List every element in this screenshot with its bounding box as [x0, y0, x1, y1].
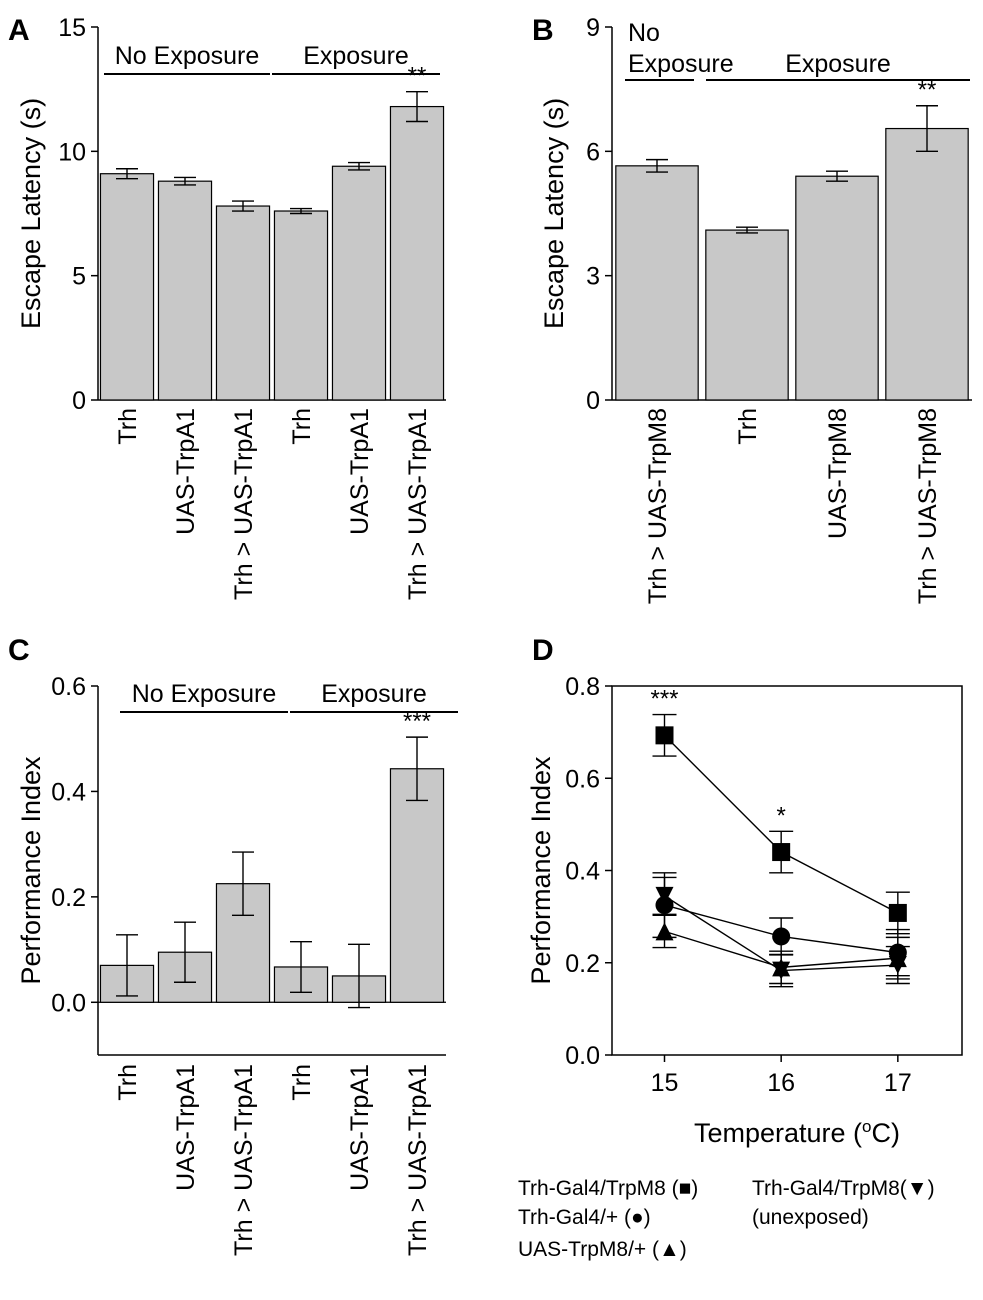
- significance-label: ***: [650, 686, 678, 713]
- legend-entry: UAS-TrpM8/+ (▲): [518, 1238, 687, 1261]
- category-label: UAS-TrpA1: [172, 1064, 200, 1191]
- panel-letter: D: [532, 634, 554, 667]
- bar: [331, 165, 387, 401]
- panel-letter: C: [8, 634, 30, 667]
- category-label: Trh: [734, 408, 762, 445]
- category-label: Trh > UAS-TrpA1: [404, 1064, 432, 1256]
- significance-label: **: [918, 77, 937, 104]
- x-axis-label: Temperature (oC): [694, 1117, 900, 1148]
- x-axis-label-superscript: o: [862, 1117, 871, 1136]
- y-tick-label: 0.8: [565, 673, 600, 701]
- bar: [705, 229, 789, 401]
- group-label: Exposure: [303, 42, 409, 70]
- y-tick-label: 10: [58, 138, 86, 166]
- y-tick-label: 0.0: [565, 1042, 600, 1070]
- y-tick-label: 0.6: [565, 765, 600, 793]
- legend-entry: Trh-Gal4/TrpM8(▼): [752, 1177, 935, 1200]
- x-tick-label: 17: [884, 1069, 912, 1097]
- y-axis-label: Performance Index: [526, 756, 556, 985]
- data-point-square: [655, 726, 674, 745]
- x-axis-label-part: C): [872, 1118, 901, 1148]
- bar: [389, 768, 445, 1003]
- category-label: UAS-TrpA1: [346, 408, 374, 535]
- category-label: Trh: [288, 1064, 316, 1101]
- x-axis-label-part: Temperature (: [694, 1118, 862, 1148]
- y-tick-label: 3: [586, 263, 600, 291]
- category-label: Trh > UAS-TrpA1: [230, 408, 258, 600]
- category-label: UAS-TrpA1: [346, 1064, 374, 1191]
- bar: [215, 883, 271, 1003]
- bar: [795, 175, 879, 401]
- category-label: Trh > UAS-TrpM8: [644, 408, 672, 604]
- y-tick-label: 15: [58, 14, 86, 42]
- group-label: Exposure: [321, 680, 427, 708]
- y-axis-label: Escape Latency (s): [539, 98, 569, 329]
- significance-label: **: [408, 63, 427, 90]
- y-tick-label: 0.4: [51, 778, 86, 806]
- y-tick-label: 6: [586, 138, 600, 166]
- x-tick-label: 15: [651, 1069, 679, 1097]
- category-label: Trh: [114, 1064, 142, 1101]
- x-tick-label: 16: [767, 1069, 795, 1097]
- data-point-square: [888, 903, 907, 922]
- category-label: Trh: [288, 408, 316, 445]
- group-label: Exposure: [785, 50, 891, 78]
- bar: [99, 173, 155, 401]
- bar: [885, 127, 969, 401]
- y-tick-label: 0: [72, 387, 86, 415]
- y-tick-label: 0: [586, 387, 600, 415]
- group-label: No Exposure: [115, 42, 260, 70]
- y-tick-label: 0.4: [565, 858, 600, 886]
- data-point-triangle-down: [772, 961, 791, 980]
- panel-d-line-chart: D 0.0 0.2 0.4 0.6 0.8 15 16 17 Performance Index T…: [518, 634, 963, 1261]
- y-tick-label: 0.6: [51, 673, 86, 701]
- category-label: Trh > UAS-TrpM8: [914, 408, 942, 604]
- y-tick-label: 0.2: [51, 884, 86, 912]
- y-tick-label: 5: [72, 263, 86, 291]
- data-point-triangle-down: [655, 886, 674, 905]
- panel-letter: A: [8, 14, 30, 47]
- data-point-circle: [772, 927, 791, 946]
- category-label: UAS-TrpA1: [172, 408, 200, 535]
- category-label: Trh > UAS-TrpA1: [404, 408, 432, 600]
- panel-letter: B: [532, 14, 554, 47]
- group-label: No Exposure: [132, 680, 277, 708]
- panel-b-bar-chart: B 0 3 6 9 Escape Latency (s) Trh > UAS-TrpM8 Tr…: [532, 14, 972, 604]
- significance-label: *: [776, 802, 785, 829]
- y-tick-label: 0.2: [565, 950, 600, 978]
- y-tick-label: 0.0: [51, 989, 86, 1017]
- category-label: UAS-TrpM8: [824, 408, 852, 539]
- category-label: Trh > UAS-TrpA1: [230, 1064, 258, 1256]
- bar: [215, 205, 271, 401]
- bar: [615, 165, 699, 401]
- data-point-circle: [655, 896, 674, 915]
- data-point-triangle-up: [655, 922, 674, 941]
- group-label: Exposure: [628, 50, 734, 78]
- panel-c-bar-chart: C 0.0 0.2 0.4 0.6 Performance Index Trh UAS-Trp…: [8, 634, 458, 1256]
- data-point-square: [772, 843, 791, 862]
- y-axis-label: Escape Latency (s): [16, 98, 46, 329]
- bar: [157, 180, 213, 401]
- legend-entry: (unexposed): [752, 1206, 869, 1229]
- y-tick-label: 9: [586, 14, 600, 42]
- legend-entry: Trh-Gal4/+ (●): [518, 1206, 651, 1229]
- bar: [273, 210, 329, 401]
- panel-a-bar-chart: A 0 5 10 15 Escape Latency (s) Trh UAS-TrpA1 Trh…: [8, 14, 446, 600]
- group-label: No: [628, 19, 660, 47]
- data-point-triangle-down: [888, 956, 907, 975]
- category-label: Trh: [114, 408, 142, 445]
- bar: [389, 105, 445, 401]
- legend-entry: Trh-Gal4/TrpM8 (■): [518, 1177, 698, 1200]
- y-axis-label: Performance Index: [16, 756, 46, 985]
